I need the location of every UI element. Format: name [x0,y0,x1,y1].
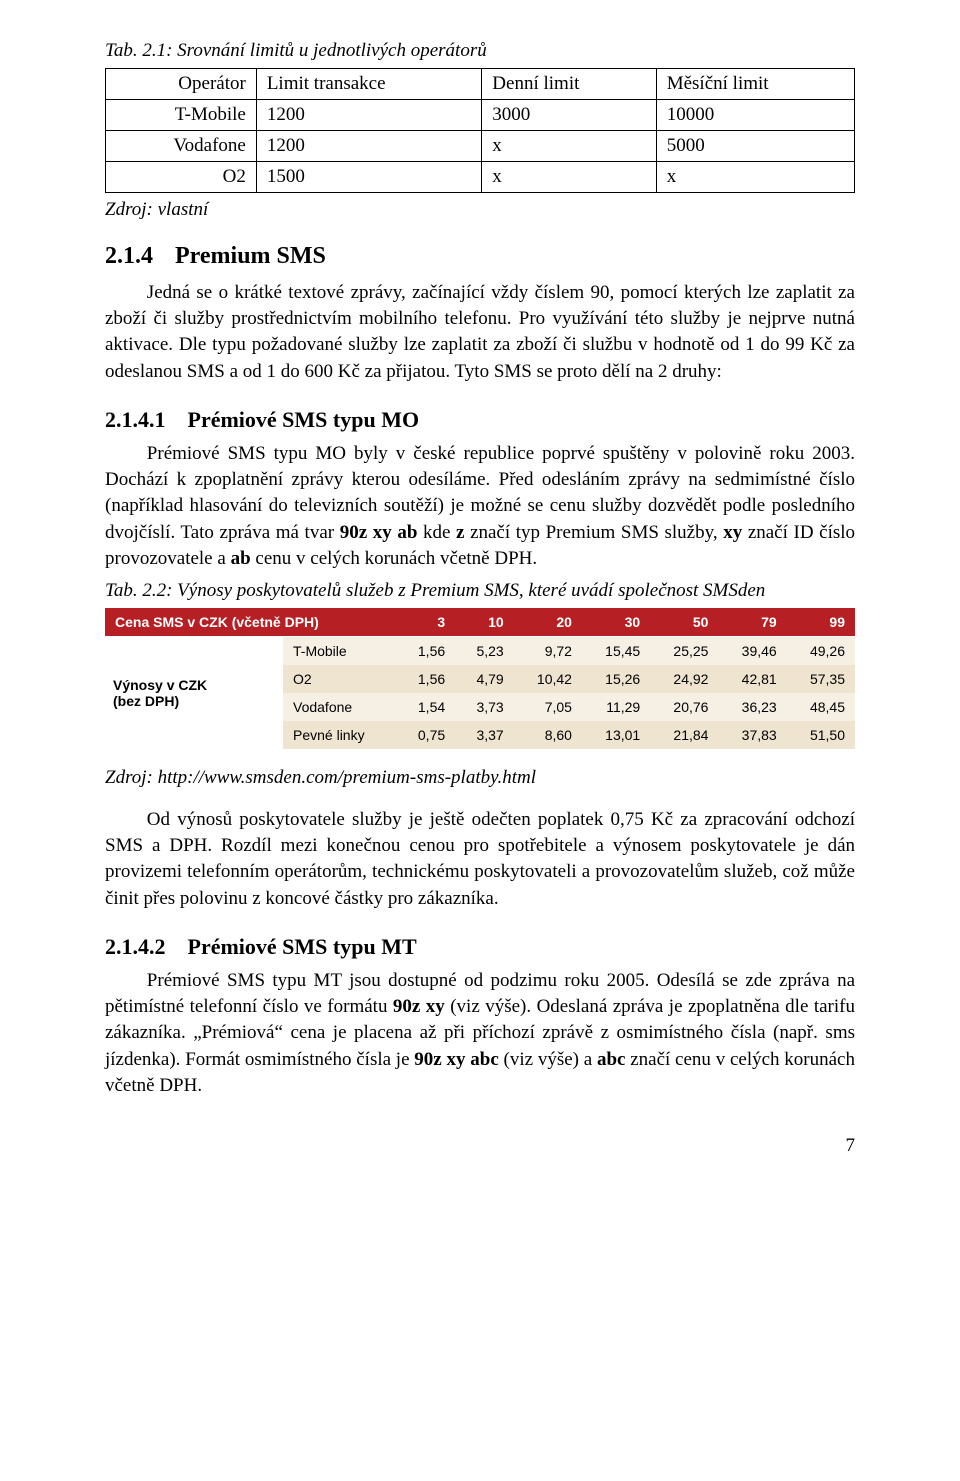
revenue-cell: 0,75 [397,721,456,749]
revenue-cell: 1,56 [397,636,456,665]
revenue-cell: 51,50 [787,721,855,749]
revenue-cell: 42,81 [718,665,786,693]
revenue-cell: 48,45 [787,693,855,721]
revenue-cell: 3,73 [455,693,514,721]
operator-limits-table: OperátorLimit transakceDenní limitMěsíčn… [105,68,855,193]
revenue-table: Cena SMS v CZK (včetně DPH)3102030507999… [105,608,855,749]
sec-2-1-4-paragraph: Jedná se o krátké textové zprávy, začína… [105,280,855,385]
revenue-cell: 4,79 [455,665,514,693]
table-cell: 3000 [482,100,656,131]
table1-caption: Tab. 2.1: Srovnání limitů u jednotlivých… [105,40,855,62]
revenue-cell: 49,26 [787,636,855,665]
heading-2-1-4-1: 2.1.4.1 Prémiové SMS typu MO [105,407,855,433]
heading-num: 2.1.4.2 [105,934,166,960]
revenue-header-price: 10 [455,608,514,637]
table-cell: x [482,162,656,193]
revenue-cell: 15,45 [582,636,650,665]
table-row: Vodafone1200x5000 [106,131,855,162]
revenue-cell: 1,54 [397,693,456,721]
heading-text: Premium SMS [175,243,326,269]
heading-2-1-4: 2.1.4 Premium SMS [105,243,855,270]
table-cell: T-Mobile [106,100,257,131]
revenue-cell: 5,23 [455,636,514,665]
revenue-row-label: Vodafone [283,693,397,721]
table-cell: O2 [106,162,257,193]
revenue-rowlabel: Výnosy v CZK(bez DPH) [105,636,283,749]
table-cell: 5000 [656,131,854,162]
page-number: 7 [105,1135,855,1157]
revenue-header-price: 20 [514,608,582,637]
revenue-cell: 21,84 [650,721,718,749]
table-cell: 1200 [256,100,481,131]
revenue-cell: 10,42 [514,665,582,693]
table-cell: x [656,162,854,193]
sec-2-1-4-1-paragraph: Prémiové SMS typu MO byly v české republ… [105,441,855,572]
table-cell: Vodafone [106,131,257,162]
heading-num: 2.1.4.1 [105,407,166,433]
revenue-header-price: 79 [718,608,786,637]
revenue-row-label: Pevné linky [283,721,397,749]
revenue-cell: 36,23 [718,693,786,721]
table-cell: 1200 [256,131,481,162]
revenue-cell: 57,35 [787,665,855,693]
revenue-cell: 1,56 [397,665,456,693]
table-row: Výnosy v CZK(bez DPH)T-Mobile1,565,239,7… [105,636,855,665]
paragraph-after-table2: Od výnosů poskytovatele služby je ještě … [105,807,855,912]
table-row: O21500xx [106,162,855,193]
revenue-cell: 13,01 [582,721,650,749]
heading-2-1-4-2: 2.1.4.2 Prémiové SMS typu MT [105,934,855,960]
table1-header: Limit transakce [256,69,481,100]
table1-header: Operátor [106,69,257,100]
revenue-cell: 25,25 [650,636,718,665]
table2-caption: Tab. 2.2: Výnosy poskytovatelů služeb z … [105,580,855,602]
revenue-cell: 15,26 [582,665,650,693]
table2-source: Zdroj: http://www.smsden.com/premium-sms… [105,767,855,789]
revenue-header-price: 50 [650,608,718,637]
revenue-cell: 9,72 [514,636,582,665]
revenue-cell: 39,46 [718,636,786,665]
revenue-cell: 3,37 [455,721,514,749]
revenue-header-price: 3 [397,608,456,637]
revenue-cell: 11,29 [582,693,650,721]
revenue-row-label: O2 [283,665,397,693]
heading-text: Prémiové SMS typu MT [188,934,417,959]
table1-header: Denní limit [482,69,656,100]
table-cell: 1500 [256,162,481,193]
table-cell: 10000 [656,100,854,131]
table1-source: Zdroj: vlastní [105,199,855,221]
revenue-cell: 7,05 [514,693,582,721]
revenue-row-label: T-Mobile [283,636,397,665]
table-cell: x [482,131,656,162]
heading-text: Prémiové SMS typu MO [188,407,420,432]
table1-header: Měsíční limit [656,69,854,100]
table-row: T-Mobile1200300010000 [106,100,855,131]
revenue-header-price: 99 [787,608,855,637]
revenue-header-price: 30 [582,608,650,637]
revenue-cell: 8,60 [514,721,582,749]
revenue-cell: 24,92 [650,665,718,693]
heading-num: 2.1.4 [105,243,153,270]
revenue-cell: 37,83 [718,721,786,749]
revenue-header-left: Cena SMS v CZK (včetně DPH) [105,608,397,637]
sec-2-1-4-2-paragraph: Prémiové SMS typu MT jsou dostupné od po… [105,968,855,1099]
revenue-cell: 20,76 [650,693,718,721]
